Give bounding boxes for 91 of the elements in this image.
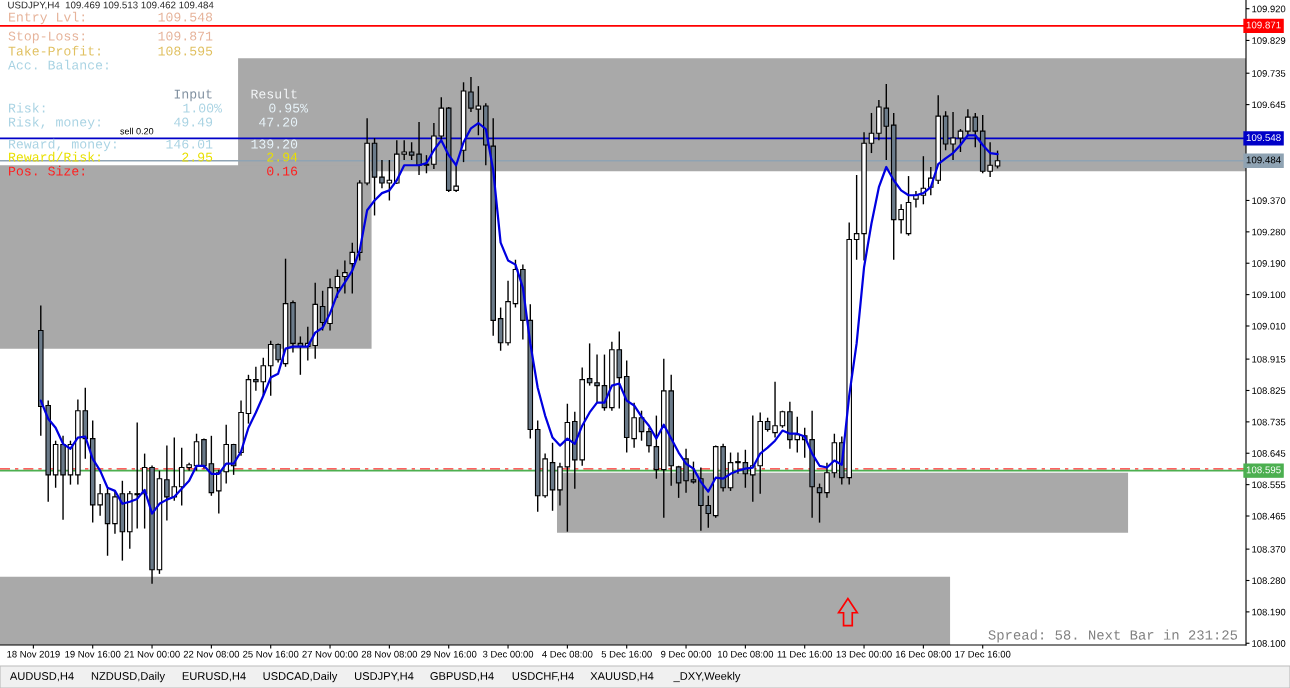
ref-line-label: 109.871 bbox=[1246, 21, 1281, 29]
x-tick-label: 9 Dec 00:00 bbox=[661, 650, 712, 658]
candlestick bbox=[824, 461, 830, 499]
candlestick bbox=[349, 241, 356, 295]
y-tick-label: 109.735 bbox=[1252, 70, 1286, 77]
annotation: Take-Profit: bbox=[8, 45, 100, 56]
annotation: sell 0.20 bbox=[120, 127, 154, 135]
candlestick bbox=[816, 482, 823, 524]
annotation: Risk, money: bbox=[9, 116, 100, 130]
y-tick-label: 108.370 bbox=[1252, 545, 1286, 553]
y-tick-label: 108.915 bbox=[1252, 355, 1286, 363]
ref-line-label: 109.548 bbox=[1246, 134, 1281, 142]
x-tick-label: 16 Dec 08:00 bbox=[896, 650, 952, 658]
x-tick-label: 27 Nov 00:00 bbox=[302, 650, 358, 658]
candlestick bbox=[342, 259, 348, 295]
annotation: 139.20 bbox=[251, 139, 298, 149]
ref-line-label: 109.484 bbox=[1246, 156, 1281, 164]
chart-title: USDJPY,H4 109.469 109.513 109.462 109.484 bbox=[8, 1, 214, 10]
x-tick-label: 25 Nov 16:00 bbox=[243, 650, 299, 658]
candlestick bbox=[379, 159, 385, 189]
annotation: 0.95% bbox=[269, 103, 308, 113]
text: EURUSD,H4 bbox=[182, 672, 246, 682]
annotation: 109.548 bbox=[158, 12, 213, 22]
y-tick-label: 109.920 bbox=[1252, 5, 1286, 13]
y-tick-label: 108.100 bbox=[1252, 640, 1286, 647]
annotation: Reward, money: bbox=[9, 138, 116, 152]
annotation: 49.49 bbox=[174, 117, 213, 127]
x-tick-label: 4 Dec 08:00 bbox=[542, 650, 593, 658]
x-tick-label: 18 Nov 2019 bbox=[7, 650, 60, 658]
x-tick-label: 5 Dec 16:00 bbox=[601, 650, 652, 658]
x-tick-label: 10 Dec 08:00 bbox=[718, 650, 774, 658]
annotation: 47.20 bbox=[259, 117, 298, 127]
annotation: 2.94 bbox=[267, 152, 298, 162]
candlestick bbox=[334, 268, 341, 299]
y-tick-label: 108.645 bbox=[1252, 450, 1286, 457]
x-tick-label: 21 Nov 00:00 bbox=[124, 650, 180, 658]
y-tick-label: 108.735 bbox=[1252, 418, 1286, 426]
annotation: Risk: bbox=[9, 102, 45, 113]
x-tick-label: 3 Dec 00:00 bbox=[482, 650, 534, 658]
candlestick bbox=[653, 414, 660, 480]
y-tick-label: 108.825 bbox=[1252, 387, 1286, 394]
candlestick bbox=[468, 76, 474, 113]
x-tick-label: 28 Nov 08:00 bbox=[361, 650, 418, 658]
candlestick bbox=[557, 461, 563, 507]
ref-line-label: 108.595 bbox=[1246, 466, 1281, 474]
annotation: Stop-Loss: bbox=[8, 31, 84, 44]
candlestick bbox=[475, 85, 482, 136]
annotation: Acc. Balance: bbox=[8, 59, 108, 70]
x-tick-label: 22 Nov 08:00 bbox=[183, 650, 240, 658]
x-tick-label: 19 Nov 16:00 bbox=[65, 650, 121, 658]
annotation: 0.16 bbox=[267, 166, 298, 176]
y-tick-label: 109.829 bbox=[1252, 37, 1286, 44]
annotation: 2.95 bbox=[182, 152, 213, 162]
annotation: Spread: 58. Next Bar in 231:25 bbox=[988, 629, 1238, 643]
y-tick-label: 109.645 bbox=[1252, 101, 1286, 109]
candlestick bbox=[957, 128, 964, 153]
annotation: Entry Lvl: bbox=[9, 11, 84, 25]
x-tick-label: 13 Dec 00:00 bbox=[836, 650, 892, 658]
text: XAUUSD,H4 bbox=[590, 672, 654, 682]
annotation: Reward/Risk: bbox=[9, 151, 100, 162]
text: AUDUSD,H4 bbox=[9, 672, 74, 682]
text: USDCAD,Daily bbox=[263, 671, 338, 683]
x-tick-label: 17 Dec 16:00 bbox=[955, 650, 1011, 658]
y-tick-label: 108.555 bbox=[1252, 481, 1286, 489]
annotation: 1.00% bbox=[183, 103, 222, 113]
annotation: Result bbox=[251, 88, 297, 99]
y-tick-label: 108.190 bbox=[1252, 608, 1286, 616]
candlestick bbox=[868, 112, 875, 154]
candlestick bbox=[735, 451, 741, 475]
candlestick bbox=[646, 427, 652, 454]
x-tick-label: 11 Dec 16:00 bbox=[777, 650, 833, 658]
annotation: Input bbox=[174, 89, 212, 102]
x-tick-label: 29 Nov 16:00 bbox=[421, 650, 477, 658]
text: USDCHF,H4 bbox=[512, 672, 574, 682]
annotation: 109.871 bbox=[158, 31, 213, 41]
annotation: 146.01 bbox=[166, 139, 213, 149]
candlestick bbox=[386, 159, 393, 202]
annotation: 108.595 bbox=[158, 46, 213, 56]
y-tick-label: 109.010 bbox=[1252, 322, 1286, 330]
candlestick bbox=[216, 468, 222, 515]
y-tick-label: 109.280 bbox=[1252, 228, 1286, 236]
y-tick-label: 108.280 bbox=[1252, 577, 1286, 585]
text: _DXY,Weekly bbox=[673, 671, 741, 683]
y-tick-label: 109.190 bbox=[1252, 260, 1286, 267]
text: GBPUSD,H4 bbox=[430, 672, 494, 682]
annotation: Pos. Size: bbox=[9, 165, 84, 176]
text: NZDUSD,Daily bbox=[91, 671, 166, 683]
y-tick-label: 108.465 bbox=[1252, 512, 1286, 520]
y-tick-label: 109.370 bbox=[1252, 197, 1286, 204]
text: USDJPY,H4 bbox=[355, 672, 414, 682]
y-tick-label: 109.100 bbox=[1252, 291, 1286, 299]
